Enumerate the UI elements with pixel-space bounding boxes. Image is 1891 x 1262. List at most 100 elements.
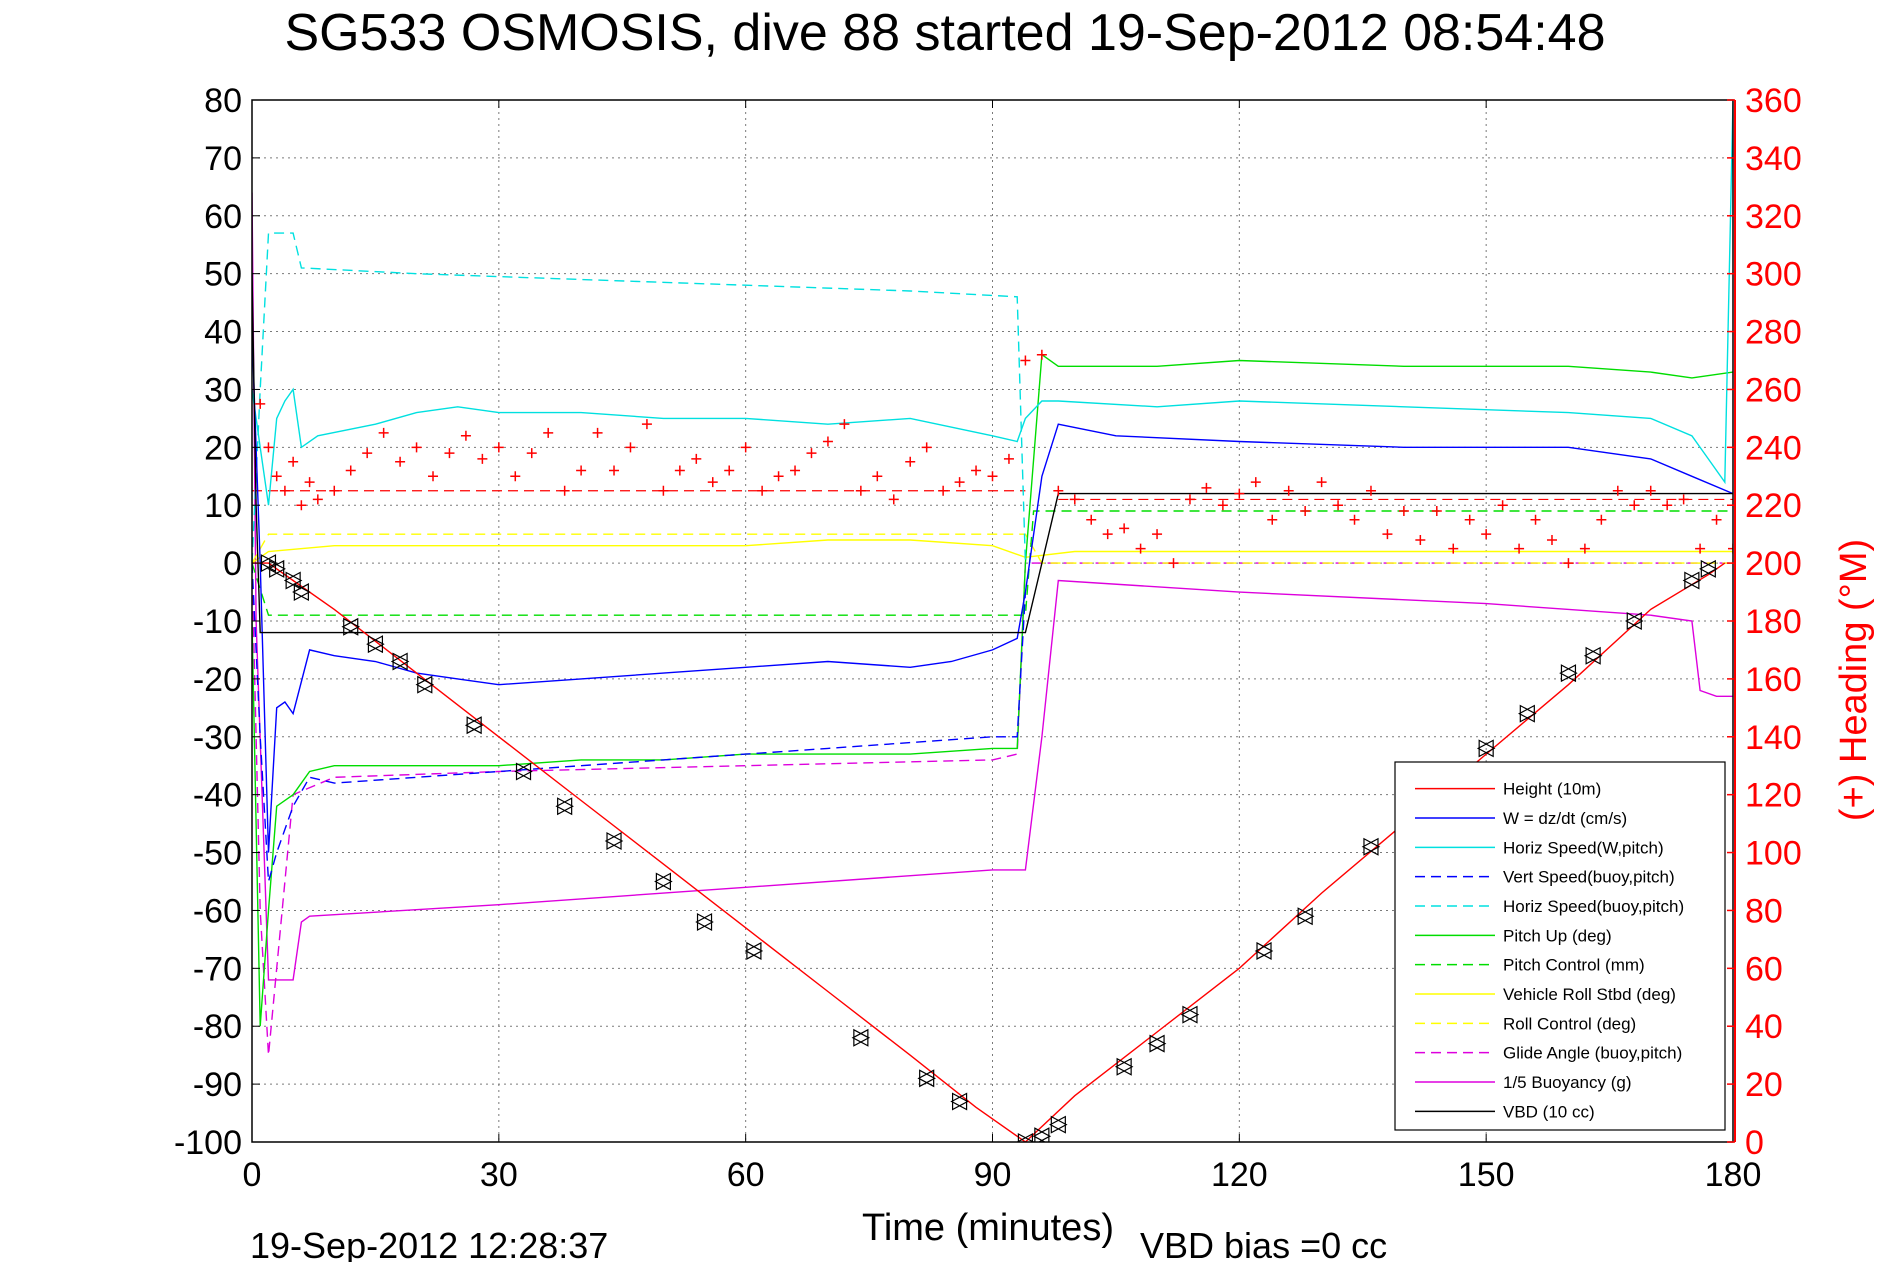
heading-marker xyxy=(1695,543,1706,554)
heading-marker xyxy=(1168,558,1179,569)
y-tick-label: -80 xyxy=(193,1008,242,1046)
y-right-tick-label: 180 xyxy=(1745,603,1802,641)
heading-marker xyxy=(1415,534,1426,545)
heading-marker xyxy=(255,398,266,409)
heading-marker xyxy=(1579,543,1590,554)
x-tick-label: 60 xyxy=(727,1156,765,1194)
heading-marker xyxy=(279,485,290,496)
triangle-marker xyxy=(283,571,301,590)
heading-marker xyxy=(1678,494,1689,505)
heading-marker xyxy=(345,465,356,476)
heading-marker xyxy=(757,485,768,496)
legend-label: Glide Angle (buoy,pitch) xyxy=(1503,1044,1682,1063)
x-tick-label: 180 xyxy=(1705,1156,1762,1194)
heading-marker xyxy=(1563,558,1574,569)
legend-label: VBD (10 cc) xyxy=(1503,1102,1595,1121)
y-tick-label: -100 xyxy=(174,1124,242,1162)
heading-marker xyxy=(1448,543,1459,554)
triangle-marker xyxy=(1624,612,1642,630)
heading-marker xyxy=(1069,494,1080,505)
series-line xyxy=(252,533,1733,564)
heading-marker xyxy=(395,456,406,467)
y-tick-label: -20 xyxy=(193,661,242,699)
heading-marker xyxy=(1596,514,1607,525)
heading-marker xyxy=(1053,485,1064,496)
heading-marker xyxy=(872,471,883,482)
series-line xyxy=(252,510,1733,616)
y-tick-label: -30 xyxy=(193,719,242,757)
legend-label: Horiz Speed(buoy,pitch) xyxy=(1503,897,1684,916)
heading-marker xyxy=(1431,506,1442,517)
y-right-tick-label: 20 xyxy=(1745,1066,1783,1104)
y-right-tick-label: 320 xyxy=(1745,198,1802,236)
heading-marker xyxy=(1217,500,1228,511)
heading-marker xyxy=(1234,488,1245,499)
heading-marker xyxy=(1530,514,1541,525)
triangle-marker xyxy=(1016,1133,1034,1142)
legend-label: Horiz Speed(W,pitch) xyxy=(1503,838,1664,857)
y-tick-label: 0 xyxy=(223,545,242,583)
heading-marker xyxy=(543,427,554,438)
series-line xyxy=(252,353,1733,1027)
heading-marker xyxy=(460,430,471,441)
heading-marker xyxy=(674,465,685,476)
x-tick-label: 90 xyxy=(974,1156,1012,1194)
heading-marker xyxy=(510,471,521,482)
triangle-marker xyxy=(1254,941,1272,960)
y-right-tick-label: 160 xyxy=(1745,661,1802,699)
triangle-marker xyxy=(464,716,482,735)
triangle-marker xyxy=(1114,1057,1132,1076)
heading-marker xyxy=(428,471,439,482)
chart-title: SG533 OSMOSIS, dive 88 started 19-Sep-20… xyxy=(284,4,1605,62)
y-tick-label: 40 xyxy=(204,314,242,352)
heading-marker xyxy=(1365,485,1376,496)
y-axis-left: 80 70 60 50 40 30 20 10 0 -10 -20 -30 -40 -50 -60 -70 -8… xyxy=(174,82,260,1162)
heading-marker xyxy=(1546,534,1557,545)
heading-marker xyxy=(1020,355,1031,366)
heading-marker xyxy=(263,442,274,453)
heading-marker xyxy=(971,465,982,476)
heading-marker xyxy=(1398,506,1409,517)
heading-marker xyxy=(888,494,899,505)
heading-marker xyxy=(296,500,307,511)
heading-marker xyxy=(609,465,620,476)
heading-marker xyxy=(1250,477,1261,488)
heading-marker xyxy=(592,427,603,438)
legend-label: 1/5 Buoyancy (g) xyxy=(1503,1073,1632,1092)
y-tick-label: 30 xyxy=(204,371,242,409)
heading-marker xyxy=(855,485,866,496)
triangle-marker xyxy=(366,635,384,654)
heading-marker xyxy=(1184,494,1195,505)
y-right-tick-label: 200 xyxy=(1745,545,1802,583)
series-line xyxy=(252,232,1027,564)
triangle-marker xyxy=(555,797,573,816)
x-tick-label: 120 xyxy=(1211,1156,1268,1194)
triangle-marker xyxy=(259,554,277,573)
triangle-marker xyxy=(695,913,713,932)
heading-marker xyxy=(641,419,652,430)
heading-marker xyxy=(288,456,299,467)
heading-marker xyxy=(1349,514,1360,525)
y-right-tick-label: 60 xyxy=(1745,950,1783,988)
heading-marker xyxy=(954,477,965,488)
triangle-marker xyxy=(1682,571,1700,590)
heading-marker xyxy=(1514,543,1525,554)
series-line xyxy=(252,562,1726,1142)
series-line xyxy=(252,562,1733,1056)
triangle-marker xyxy=(1032,1127,1050,1142)
heading-marker xyxy=(1152,529,1163,540)
y-right-tick-label: 140 xyxy=(1745,719,1802,757)
y-right-tick-label: 240 xyxy=(1745,429,1802,467)
triangle-marker xyxy=(1049,1115,1066,1134)
triangle-marker xyxy=(267,559,285,578)
y-right-tick-label: 220 xyxy=(1745,487,1802,525)
y-tick-label: 80 xyxy=(204,82,242,120)
y-tick-label: -10 xyxy=(193,603,242,641)
legend-label: Roll Control (deg) xyxy=(1503,1014,1636,1033)
heading-marker xyxy=(1481,529,1492,540)
y-right-tick-label: 100 xyxy=(1745,835,1802,873)
y-tick-label: 60 xyxy=(204,198,242,236)
heading-marker xyxy=(1086,514,1097,525)
y-tick-label: 70 xyxy=(204,140,242,178)
x-tick-label: 150 xyxy=(1458,1156,1515,1194)
